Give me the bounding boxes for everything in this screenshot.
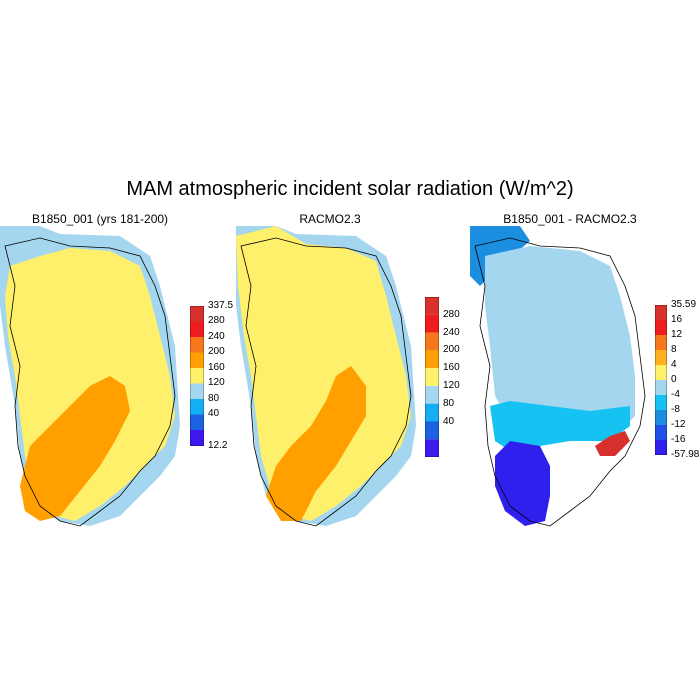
map-3-negative-band [490,401,630,451]
cb3-label-7: -8 [671,404,680,415]
panel-title-3: B1850_001 - RACMO2.3 [503,212,637,226]
colorbar-1: 337.5 280 240 200 160 120 80 40 12.2 [189,301,233,451]
cb2-label-5: 80 [443,398,455,409]
cb3-label-1: 16 [671,314,683,325]
map-3-negative-south [495,441,550,526]
colorbar-2-swatches [425,297,439,457]
cb3-label-3: 8 [671,344,677,355]
cb3-label-2: 12 [671,329,683,340]
cb2-label-6: 40 [443,416,455,427]
map-1-high-zone [20,376,130,521]
map-panel-3 [470,226,646,527]
map-3-base [485,246,635,431]
map-1-coastline [4,237,176,527]
cb2-label-0: 280 [443,309,460,320]
colorbar-3: 35.59 16 12 8 4 0 -4 -8 -12 -16 -57.98 [654,300,699,460]
map-panel-1 [0,226,180,527]
cb3-label-8: -12 [671,419,686,430]
cb2-label-1: 240 [443,327,460,338]
map-2-high-zone [266,366,366,521]
cb2-label-3: 160 [443,362,460,373]
panel-title-2: RACMO2.3 [299,212,361,226]
cb1-label-4: 160 [208,362,225,373]
map-panel-2 [236,226,416,527]
main-title: MAM atmospheric incident solar radiation… [126,178,574,200]
map-2-ice [236,226,411,521]
cb3-label-6: -4 [671,389,680,400]
cb3-label-9: -16 [671,434,686,445]
cb1-label-3: 200 [208,346,225,357]
colorbar-3-swatches [655,305,667,455]
cb1-label-0: 337.5 [208,300,234,311]
cb3-label-5: 0 [671,374,677,385]
cb1-label-6: 80 [208,393,220,404]
cb2-label-4: 120 [443,380,460,391]
colorbar-2: 280 240 200 160 120 80 40 [424,296,460,462]
colorbar-1-swatches [190,306,204,446]
cb1-label-8: 12.2 [208,440,228,451]
map-3-coastline [474,237,646,527]
cb1-label-7: 40 [208,408,220,419]
map-2-coastline [240,237,412,527]
map-3-positive-edge [595,431,630,456]
cb3-label-4: 4 [671,359,677,370]
cb1-label-2: 240 [208,331,225,342]
cb3-label-0: 35.59 [671,299,697,310]
cb3-label-10: -57.98 [671,449,700,460]
cb1-label-1: 280 [208,315,225,326]
cb1-label-5: 120 [208,377,225,388]
panel-title-1: B1850_001 (yrs 181-200) [31,212,169,226]
cb2-label-2: 200 [443,344,460,355]
